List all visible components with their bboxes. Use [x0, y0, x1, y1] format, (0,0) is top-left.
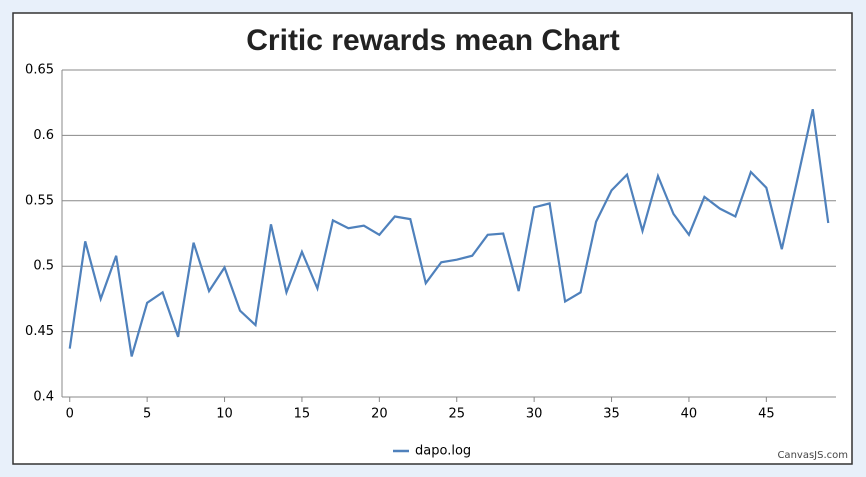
x-tick-label: 35 — [603, 407, 620, 422]
y-tick-label: 0.5 — [33, 259, 54, 274]
y-tick-label: 0.55 — [25, 193, 54, 208]
x-tick-label: 5 — [143, 407, 151, 422]
y-tick-label: 0.65 — [25, 63, 54, 78]
x-tick-label: 25 — [448, 407, 465, 422]
credit[interactable]: CanvasJS.com — [777, 450, 848, 461]
x-tick-label: 20 — [371, 407, 388, 422]
y-tick-label: 0.4 — [33, 390, 54, 405]
y-tick-label: 0.45 — [25, 324, 54, 339]
x-tick-label: 10 — [216, 407, 233, 422]
y-tick-label: 0.6 — [33, 128, 54, 143]
x-tick-label: 0 — [66, 407, 74, 422]
line-series — [68, 109, 830, 357]
x-tick-label: 30 — [526, 407, 543, 422]
chart-frame — [12, 12, 853, 465]
x-tick-label: 45 — [758, 407, 775, 422]
legend-label[interactable]: dapo.log — [415, 444, 471, 459]
chart-title: Critic rewards mean Chart — [246, 24, 619, 57]
x-tick-label: 40 — [681, 407, 698, 422]
x-tick-label: 15 — [294, 407, 311, 422]
